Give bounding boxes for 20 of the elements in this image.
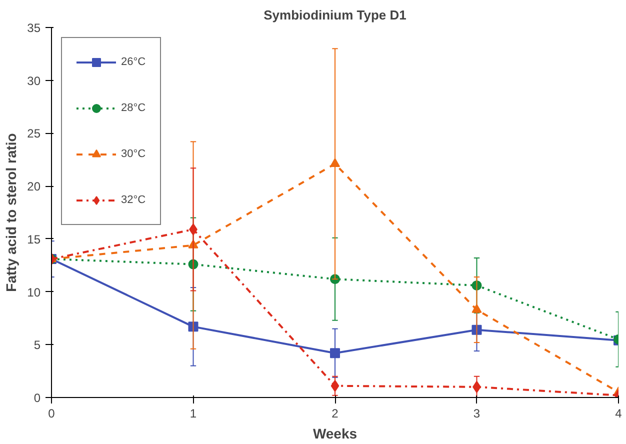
legend-label: 30°C: [121, 148, 146, 160]
y-tick-label: 5: [34, 338, 41, 352]
y-tick-label: 15: [27, 232, 41, 246]
y-tick-label: 25: [27, 126, 41, 141]
legend-label: 26°C: [121, 56, 146, 68]
x-axis-title: Weeks: [312, 426, 358, 442]
y-tick-label: 0: [34, 391, 41, 405]
y-axis-title: Fatty acid to sterol ratio: [3, 133, 20, 292]
y-tick-label: 20: [27, 180, 41, 194]
legend-label: 28°C: [121, 102, 146, 114]
legend-label: 32°C: [121, 194, 146, 206]
x-tick-label: 1: [190, 406, 197, 420]
x-tick-label: 4: [615, 406, 622, 420]
x-tick-label: 0: [48, 406, 56, 420]
x-tick-label: 2: [332, 406, 339, 420]
y-tick-label: 10: [27, 285, 41, 300]
y-tick-label: 30: [27, 74, 41, 88]
x-tick-label: 3: [473, 406, 480, 420]
chart-title: Symbiodinium Type D1: [264, 8, 406, 22]
y-tick-label: 35: [27, 21, 41, 35]
